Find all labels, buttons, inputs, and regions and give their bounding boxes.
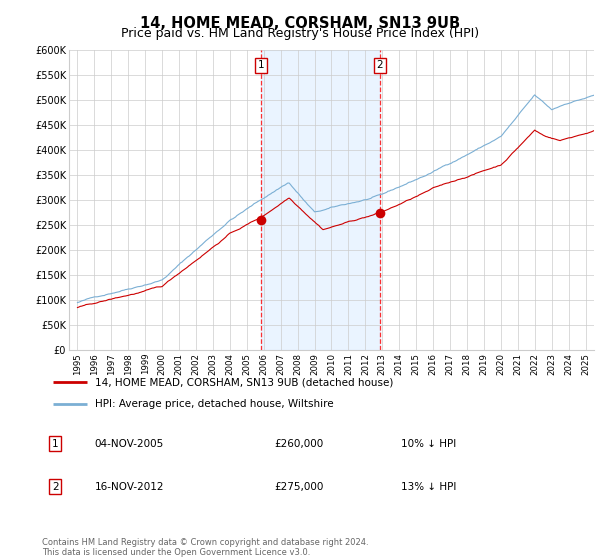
- Text: 1: 1: [258, 60, 265, 71]
- Text: £260,000: £260,000: [274, 438, 323, 449]
- Text: 16-NOV-2012: 16-NOV-2012: [95, 482, 164, 492]
- Text: Price paid vs. HM Land Registry's House Price Index (HPI): Price paid vs. HM Land Registry's House …: [121, 27, 479, 40]
- Text: 14, HOME MEAD, CORSHAM, SN13 9UB (detached house): 14, HOME MEAD, CORSHAM, SN13 9UB (detach…: [95, 377, 393, 388]
- Text: 10% ↓ HPI: 10% ↓ HPI: [401, 438, 456, 449]
- Text: £275,000: £275,000: [274, 482, 323, 492]
- Text: 2: 2: [52, 482, 59, 492]
- Text: Contains HM Land Registry data © Crown copyright and database right 2024.
This d: Contains HM Land Registry data © Crown c…: [42, 538, 368, 557]
- Text: 13% ↓ HPI: 13% ↓ HPI: [401, 482, 457, 492]
- Text: 1: 1: [52, 438, 59, 449]
- Text: 04-NOV-2005: 04-NOV-2005: [95, 438, 164, 449]
- Bar: [261, 50, 380, 350]
- Text: 14, HOME MEAD, CORSHAM, SN13 9UB: 14, HOME MEAD, CORSHAM, SN13 9UB: [140, 16, 460, 31]
- Text: 2: 2: [376, 60, 383, 71]
- Text: HPI: Average price, detached house, Wiltshire: HPI: Average price, detached house, Wilt…: [95, 399, 334, 409]
